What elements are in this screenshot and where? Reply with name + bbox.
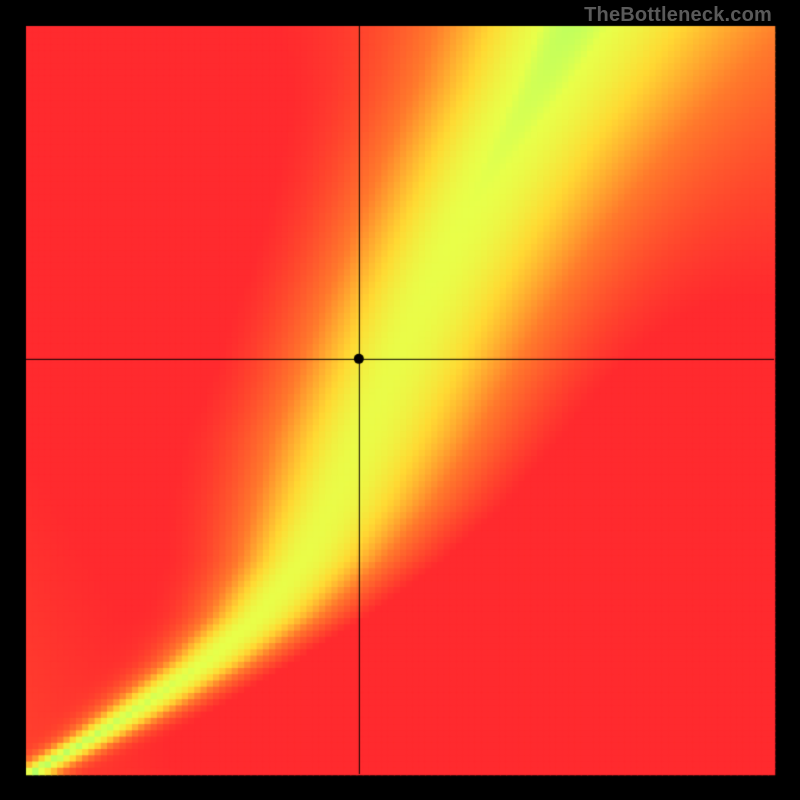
chart-container: TheBottleneck.com: [0, 0, 800, 800]
heatmap-chart: [0, 0, 800, 800]
watermark-label: TheBottleneck.com: [584, 4, 772, 27]
